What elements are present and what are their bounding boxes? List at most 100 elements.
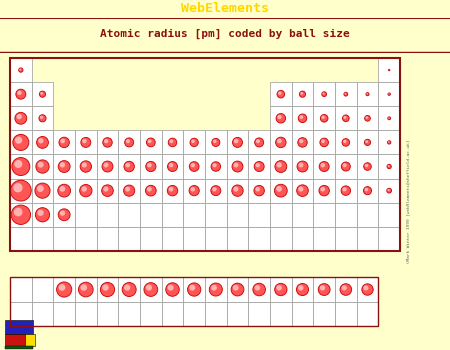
Circle shape	[275, 161, 287, 173]
Circle shape	[388, 117, 389, 119]
Circle shape	[57, 282, 72, 297]
Circle shape	[103, 138, 112, 147]
Circle shape	[80, 161, 91, 172]
Circle shape	[320, 187, 325, 191]
Bar	[335, 278, 357, 302]
Bar	[313, 178, 335, 203]
Circle shape	[362, 284, 373, 295]
Bar	[270, 106, 292, 130]
Circle shape	[387, 141, 391, 144]
Bar	[378, 82, 400, 106]
Circle shape	[387, 164, 392, 169]
Bar	[313, 203, 335, 227]
Circle shape	[344, 93, 346, 94]
Circle shape	[340, 284, 351, 295]
Bar	[162, 154, 183, 178]
Bar	[75, 278, 97, 302]
Circle shape	[253, 283, 266, 296]
Bar	[335, 154, 357, 178]
Bar	[270, 178, 292, 203]
Circle shape	[277, 90, 284, 98]
Bar	[183, 227, 205, 251]
Bar	[378, 178, 400, 203]
Circle shape	[322, 92, 327, 97]
Circle shape	[276, 186, 282, 192]
Bar	[292, 278, 313, 302]
Circle shape	[10, 180, 31, 201]
Circle shape	[147, 163, 152, 167]
Bar	[248, 154, 270, 178]
Circle shape	[146, 285, 152, 291]
Circle shape	[188, 283, 201, 296]
Circle shape	[209, 283, 222, 296]
Bar	[357, 227, 378, 251]
Bar	[357, 106, 378, 130]
Bar	[54, 227, 75, 251]
Circle shape	[19, 69, 21, 70]
Bar	[183, 278, 205, 302]
Circle shape	[166, 283, 179, 296]
Circle shape	[78, 282, 93, 297]
Circle shape	[144, 283, 158, 296]
Circle shape	[100, 282, 115, 296]
Circle shape	[387, 189, 390, 191]
Text: WebElements: WebElements	[181, 2, 269, 15]
Circle shape	[169, 163, 173, 167]
Bar	[378, 106, 400, 130]
Bar	[205, 302, 227, 326]
Bar	[32, 278, 54, 302]
Circle shape	[341, 186, 351, 195]
Circle shape	[234, 187, 239, 191]
Bar	[118, 154, 140, 178]
Circle shape	[17, 114, 22, 119]
Circle shape	[320, 163, 325, 167]
Circle shape	[255, 138, 264, 147]
Bar	[162, 302, 183, 326]
Circle shape	[40, 91, 45, 97]
Circle shape	[277, 115, 282, 119]
Circle shape	[82, 139, 87, 143]
Circle shape	[232, 185, 243, 196]
Circle shape	[126, 163, 130, 167]
Bar	[313, 227, 335, 251]
Circle shape	[58, 284, 65, 291]
Circle shape	[104, 162, 108, 167]
Bar	[183, 154, 205, 178]
Circle shape	[231, 283, 244, 296]
Circle shape	[37, 185, 44, 192]
Circle shape	[14, 208, 22, 216]
Circle shape	[387, 188, 392, 193]
Circle shape	[232, 161, 243, 172]
Bar	[270, 278, 292, 302]
Bar	[10, 130, 32, 154]
Bar	[335, 302, 357, 326]
Bar	[357, 154, 378, 178]
Bar	[75, 227, 97, 251]
Circle shape	[148, 139, 152, 143]
Circle shape	[342, 115, 349, 121]
Bar	[205, 154, 227, 178]
Circle shape	[126, 139, 130, 143]
Bar	[357, 178, 378, 203]
Bar	[97, 278, 118, 302]
Bar	[335, 178, 357, 203]
Bar	[75, 130, 97, 154]
Bar	[32, 154, 54, 178]
Bar	[335, 130, 357, 154]
Circle shape	[145, 186, 156, 196]
Circle shape	[59, 186, 65, 192]
Text: Atomic radius [pm] coded by ball size: Atomic radius [pm] coded by ball size	[100, 29, 350, 39]
Bar	[162, 278, 183, 302]
Bar	[378, 227, 400, 251]
Bar	[335, 106, 357, 130]
Circle shape	[36, 208, 50, 222]
Circle shape	[298, 285, 303, 290]
Circle shape	[255, 187, 260, 191]
Bar	[378, 203, 400, 227]
Circle shape	[233, 285, 238, 290]
Circle shape	[102, 185, 113, 196]
Bar	[54, 278, 75, 302]
Bar	[10, 203, 32, 227]
Circle shape	[189, 186, 199, 196]
Circle shape	[299, 115, 303, 119]
